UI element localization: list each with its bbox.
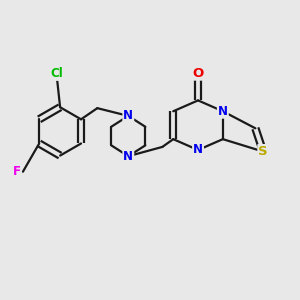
- Text: N: N: [123, 110, 133, 122]
- Text: O: O: [192, 67, 204, 80]
- Text: F: F: [13, 165, 21, 178]
- Text: N: N: [193, 143, 203, 157]
- Text: Cl: Cl: [51, 67, 63, 80]
- Text: N: N: [218, 105, 228, 118]
- Text: N: N: [123, 150, 133, 163]
- Text: S: S: [258, 145, 268, 158]
